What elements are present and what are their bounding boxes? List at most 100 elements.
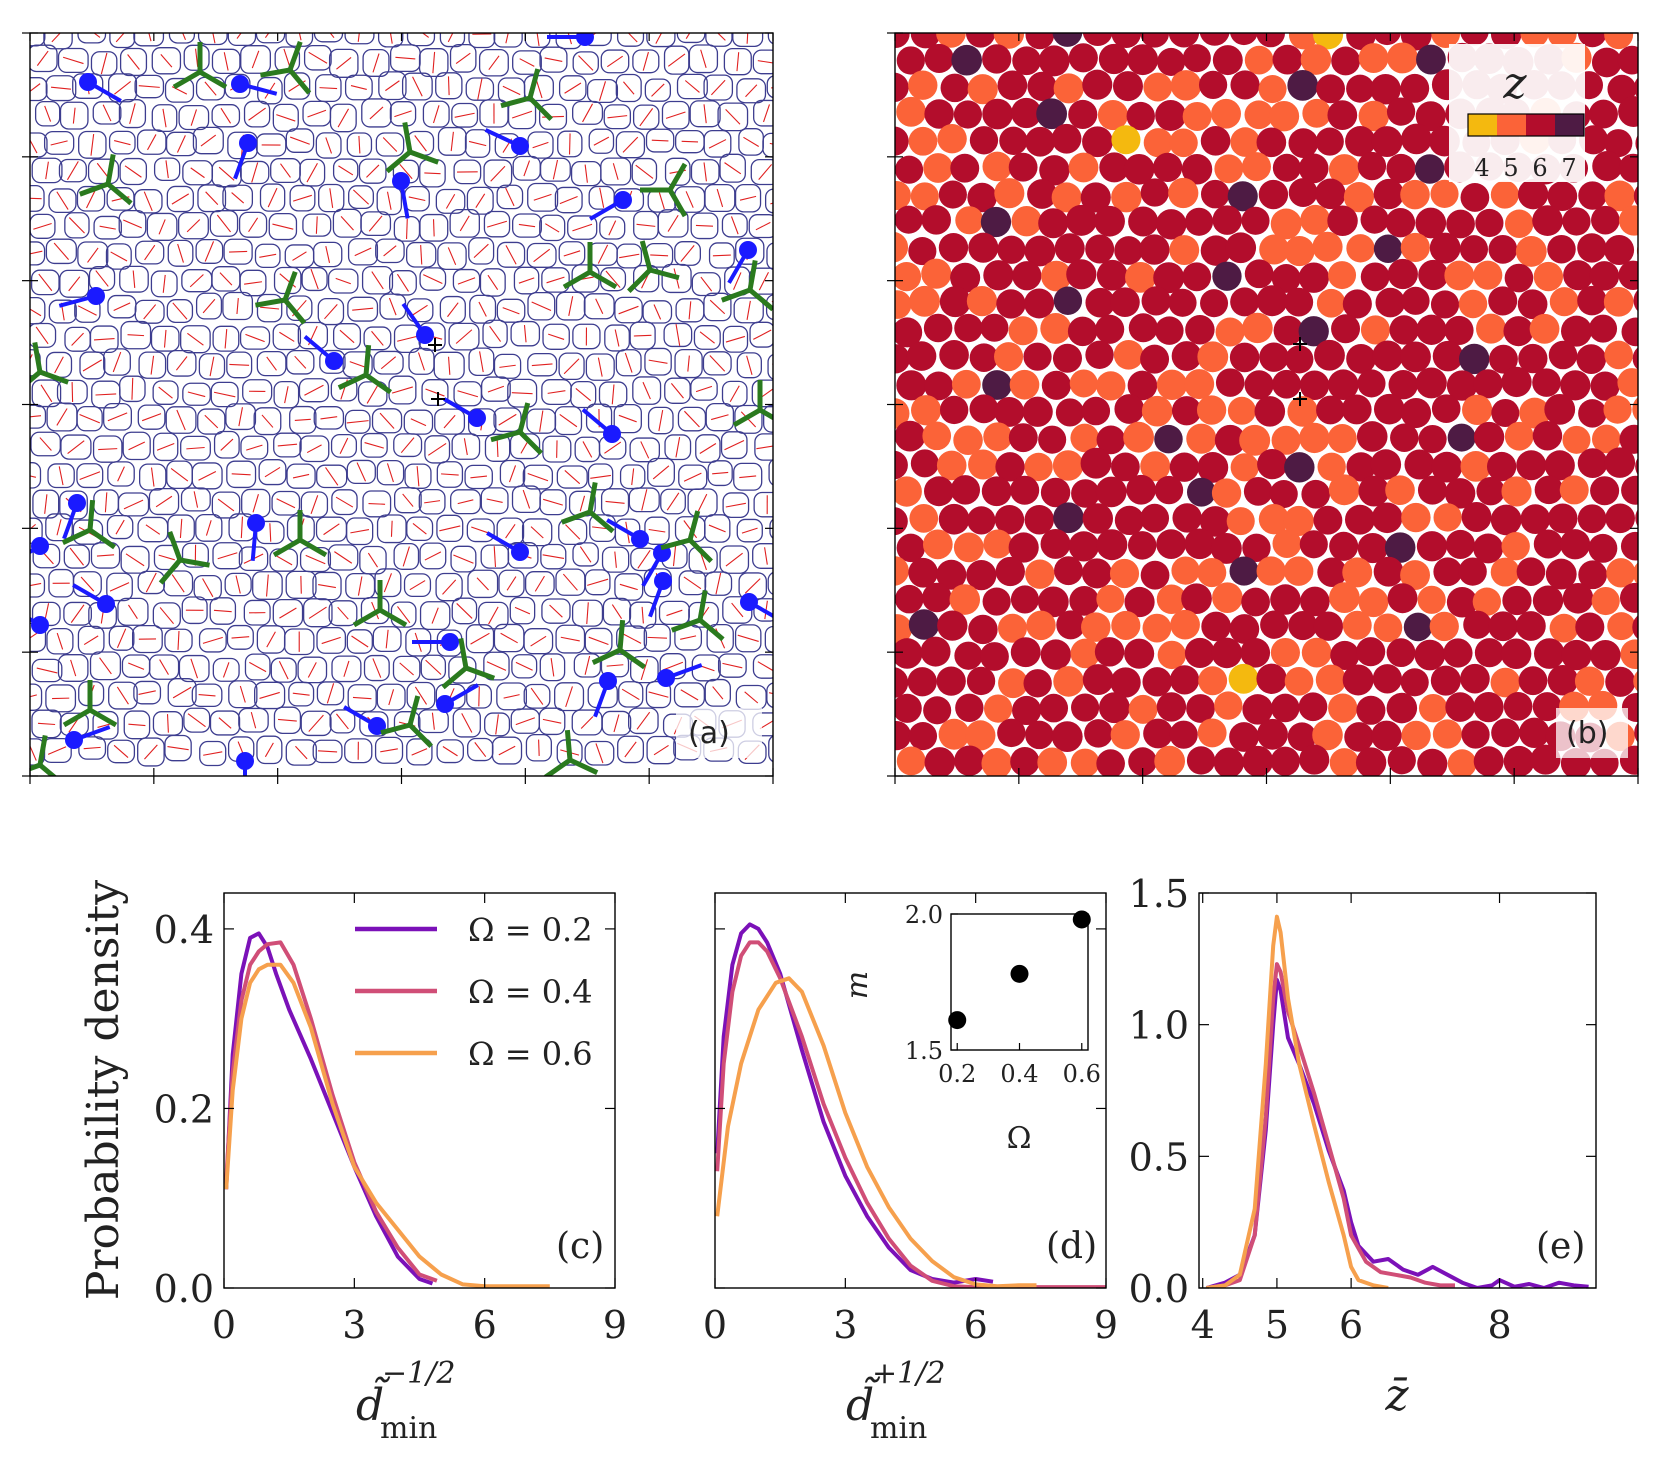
cell	[270, 657, 297, 683]
core-cross-icon	[431, 392, 445, 406]
cell	[910, 449, 939, 478]
cell	[1169, 235, 1200, 265]
cell	[664, 434, 692, 461]
cell	[272, 598, 304, 628]
panel-c-label: (c)	[556, 1226, 604, 1267]
cell	[106, 514, 134, 540]
cell	[1649, 44, 1656, 72]
cell	[969, 126, 999, 155]
negative-defect-marker-icon	[670, 590, 725, 642]
cell	[392, 655, 421, 683]
colorbar-swatch	[1468, 114, 1497, 136]
cell	[795, 134, 822, 157]
cell	[47, 463, 75, 489]
cell	[1578, 560, 1608, 590]
cell	[496, 184, 524, 210]
cell	[478, 601, 509, 630]
cell	[719, 153, 746, 183]
cell	[1501, 366, 1532, 398]
cell	[1331, 314, 1361, 344]
legend-label: Ω = 0.6	[468, 1035, 593, 1073]
colorbar: z 4 5 6 7	[1449, 44, 1585, 182]
cell	[256, 350, 287, 377]
cell	[313, 33, 344, 43]
positive-defect-marker-icon	[648, 572, 672, 618]
cell	[723, 47, 752, 76]
cell	[133, 680, 162, 705]
cell	[663, 322, 693, 348]
cell	[1647, 531, 1656, 559]
cell	[752, 654, 773, 679]
negative-defect-marker-icon	[172, 42, 228, 90]
cell	[661, 100, 690, 130]
cell	[1023, 669, 1052, 698]
cell	[1170, 70, 1202, 101]
cell	[1025, 720, 1054, 750]
cell	[1532, 585, 1564, 616]
cell	[1578, 181, 1607, 210]
cell	[1085, 340, 1114, 370]
cell	[227, 33, 257, 47]
inset-y-tick-label: 2.0	[905, 901, 943, 929]
cell	[1504, 421, 1534, 451]
positive-defect-marker-icon	[30, 616, 49, 634]
cell	[1184, 637, 1215, 668]
cell	[922, 529, 953, 560]
cell	[239, 269, 267, 297]
cell	[795, 18, 823, 42]
positive-defect-marker-icon	[233, 134, 257, 180]
cell	[617, 735, 645, 764]
cell	[1415, 207, 1447, 239]
cell	[1329, 531, 1359, 561]
cell	[1094, 637, 1125, 667]
cell	[524, 571, 555, 597]
cell	[601, 710, 632, 736]
cell	[798, 408, 828, 432]
cell	[103, 402, 132, 431]
panel-e: 4 5 6 8 0.0 0.5 1.0 1.5 (e) z̄	[1129, 872, 1597, 1421]
cell	[752, 543, 773, 569]
cell	[1532, 692, 1562, 722]
cell	[1181, 153, 1213, 185]
cell	[1400, 73, 1430, 103]
cell	[997, 613, 1027, 643]
cell	[558, 241, 586, 266]
cell	[119, 157, 148, 186]
cell	[1085, 287, 1116, 318]
cell	[965, 33, 996, 48]
cell	[374, 736, 404, 764]
cell	[288, 681, 315, 707]
cell	[1126, 474, 1156, 505]
negative-defect-marker-icon	[627, 240, 680, 293]
legend-label: Ω = 0.4	[468, 973, 593, 1011]
cell	[358, 158, 387, 184]
cell	[1154, 745, 1186, 776]
cell	[1328, 474, 1360, 506]
cell	[1298, 316, 1329, 347]
cell	[226, 460, 257, 489]
cell	[1081, 396, 1111, 426]
cell	[1373, 33, 1401, 46]
cell	[436, 461, 464, 488]
cell	[967, 74, 998, 105]
x-tick-label: 8	[1487, 1303, 1511, 1347]
cell	[749, 321, 773, 348]
cell	[736, 518, 763, 543]
cell	[1414, 639, 1446, 671]
cell	[64, 212, 90, 239]
cell	[630, 655, 659, 684]
cell	[557, 130, 583, 158]
cell	[1140, 33, 1170, 48]
cell	[567, 215, 598, 240]
cell	[1649, 475, 1656, 505]
cell	[705, 402, 735, 432]
cell	[1632, 347, 1638, 370]
cell	[938, 232, 969, 263]
positive-defect-marker-icon	[79, 73, 122, 103]
cell	[1111, 181, 1142, 213]
cell	[1156, 369, 1188, 401]
negative-defect-marker-icon	[352, 580, 408, 628]
cell	[89, 651, 122, 681]
cell	[1024, 288, 1055, 319]
cell	[146, 212, 178, 241]
